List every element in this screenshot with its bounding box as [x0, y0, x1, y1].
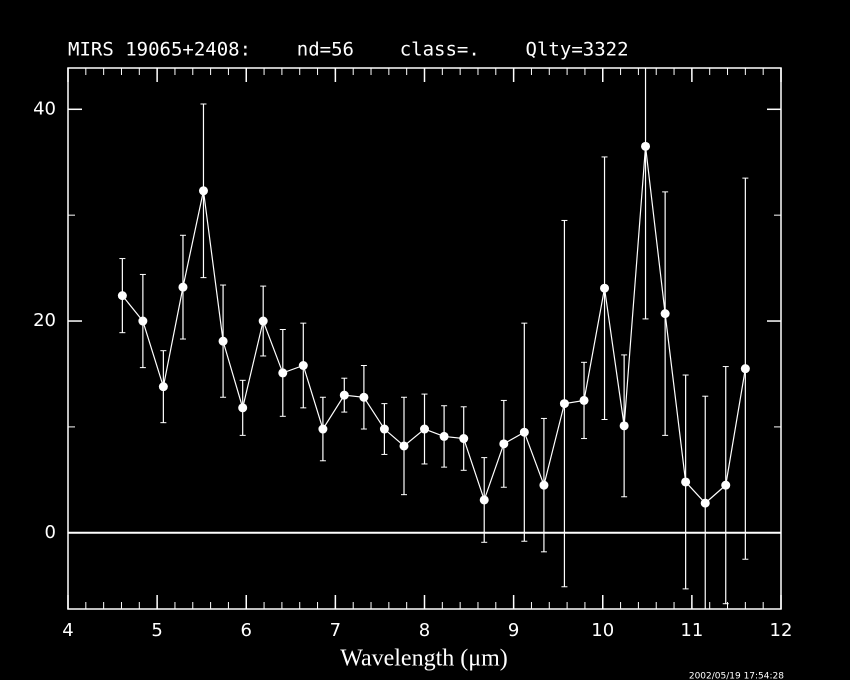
data-point: [379, 424, 389, 434]
data-point: [459, 434, 469, 444]
data-point: [117, 291, 127, 301]
x-tick-label: 12: [770, 620, 793, 641]
x-tick-label: 11: [680, 620, 703, 641]
plot-frame: [67, 67, 782, 610]
timestamp: 2002/05/19 17:54:28: [689, 672, 784, 680]
data-point: [559, 399, 569, 409]
data-point: [359, 392, 369, 402]
x-tick-label: 10: [591, 620, 614, 641]
data-point: [178, 282, 188, 292]
data-point: [439, 431, 449, 441]
data-point: [579, 395, 589, 405]
data-point: [479, 495, 489, 505]
x-tick-label: 8: [419, 620, 430, 641]
y-tick-label: 40: [33, 98, 56, 119]
x-tick-label: 4: [62, 620, 73, 641]
data-line: [121, 146, 746, 504]
data-point: [258, 316, 268, 326]
data-point: [399, 441, 409, 451]
data-point: [600, 283, 610, 293]
data-point: [318, 424, 328, 434]
chart-title: MIRS 19065+2408: nd=56 class=. Qlty=3322: [68, 39, 629, 61]
x-tick-label: 9: [508, 620, 519, 641]
data-point: [420, 424, 429, 434]
data-point: [641, 141, 651, 151]
data-point: [198, 186, 208, 196]
x-tick-label: 7: [330, 620, 341, 641]
data-point: [158, 382, 168, 392]
data-point: [298, 360, 308, 370]
data-point: [619, 421, 629, 431]
data-point: [499, 439, 509, 449]
x-axis-label: Wavelength (μm): [340, 646, 508, 672]
data-point: [740, 364, 750, 374]
y-tick-label: 0: [45, 522, 56, 543]
data-point: [681, 477, 691, 487]
data-point: [339, 390, 349, 400]
data-point: [238, 403, 248, 413]
y-tick-label: 20: [33, 310, 56, 331]
x-tick-label: 6: [241, 620, 252, 641]
data-point: [721, 480, 731, 490]
data-point: [519, 427, 529, 437]
data-point: [218, 336, 228, 346]
data-point: [660, 309, 670, 319]
data-point: [539, 480, 549, 490]
data-point: [278, 368, 288, 378]
plot-area: [68, 68, 781, 609]
data-point: [138, 316, 148, 326]
data-point: [700, 498, 710, 508]
x-tick-label: 5: [151, 620, 162, 641]
